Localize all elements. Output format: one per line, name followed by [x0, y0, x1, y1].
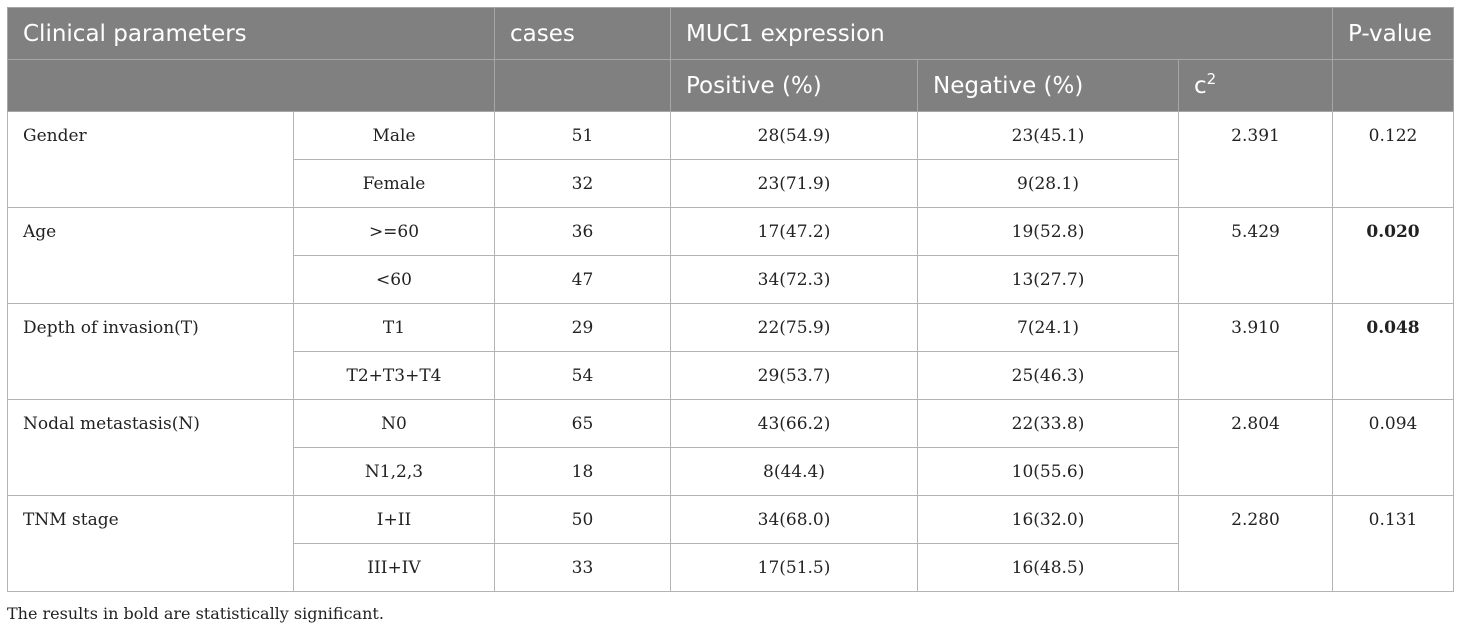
header-empty-cases — [494, 59, 671, 112]
header-clinical-parameters: Clinical parameters — [7, 7, 495, 60]
cell-positive: 8(44.4) — [670, 447, 918, 496]
cell-negative: 23(45.1) — [917, 111, 1179, 160]
table-row: <60 47 34(72.3) 13(27.7) — [8, 255, 1454, 304]
cell-cases: 18 — [494, 447, 671, 496]
cell-category: N1,2,3 — [293, 447, 495, 496]
cell-negative: 19(52.8) — [917, 207, 1179, 256]
cell-positive: 28(54.9) — [670, 111, 918, 160]
cell-negative: 25(46.3) — [917, 351, 1179, 400]
cell-cases: 50 — [494, 495, 671, 544]
cell-negative: 13(27.7) — [917, 255, 1179, 304]
cell-cases: 33 — [494, 543, 671, 592]
cell-negative: 16(32.0) — [917, 495, 1179, 544]
cell-negative: 22(33.8) — [917, 399, 1179, 448]
header-empty-params — [7, 59, 495, 112]
table-row: Age >=60 36 17(47.2) 19(52.8) 5.429 0.020 — [7, 207, 1455, 304]
cell-parameter: Depth of invasion(T) — [7, 303, 294, 400]
cell-chi-square: 2.391 — [1177, 111, 1334, 208]
table-row: N1,2,3 18 8(44.4) 10(55.6) — [8, 447, 1454, 496]
cell-parameter: Age — [7, 207, 294, 304]
cell-positive: 43(66.2) — [670, 399, 918, 448]
cell-chi-square: 5.429 — [1177, 207, 1334, 304]
cell-p-value: 0.020 — [1332, 207, 1455, 304]
table-header: Clinical parameters cases MUC1 expressio… — [7, 7, 1455, 112]
cell-positive: 34(68.0) — [670, 495, 918, 544]
cell-parameter: Nodal metastasis(N) — [7, 399, 294, 496]
cell-category: <60 — [293, 255, 495, 304]
cell-negative: 10(55.6) — [917, 447, 1179, 496]
table-row: T2+T3+T4 54 29(53.7) 25(46.3) — [8, 351, 1454, 400]
cell-positive: 22(75.9) — [670, 303, 918, 352]
table-row: Depth of invasion(T) T1 29 22(75.9) 7(24.1) 3… — [7, 303, 1455, 400]
cell-p-value: 0.122 — [1332, 111, 1455, 208]
cell-cases: 54 — [494, 351, 671, 400]
header-empty-p — [1332, 59, 1455, 112]
header-negative: Negative (%) — [917, 59, 1179, 112]
cell-cases: 29 — [494, 303, 671, 352]
cell-positive: 17(47.2) — [670, 207, 918, 256]
cell-cases: 36 — [494, 207, 671, 256]
cell-cases: 51 — [494, 111, 671, 160]
cell-cases: 47 — [494, 255, 671, 304]
header-cases: cases — [494, 7, 671, 60]
table-footnote: The results in bold are statistically si… — [7, 604, 384, 623]
cell-category: T2+T3+T4 — [293, 351, 495, 400]
cell-cases: 32 — [494, 159, 671, 208]
table-container: Clinical parameters cases MUC1 expressio… — [7, 7, 1455, 592]
header-positive: Positive (%) — [670, 59, 918, 112]
table-row: Female 32 23(71.9) 9(28.1) — [8, 159, 1454, 208]
header-chi-square: c2 — [1177, 59, 1334, 112]
table-row: III+IV 33 17(51.5) 16(48.5) — [8, 543, 1454, 592]
cell-category: I+II — [293, 495, 495, 544]
cell-p-value: 0.131 — [1332, 495, 1455, 592]
header-p-value: P-value — [1332, 7, 1455, 60]
cell-parameter: Gender — [7, 111, 294, 208]
cell-negative: 16(48.5) — [917, 543, 1179, 592]
cell-category: Male — [293, 111, 495, 160]
cell-category: >=60 — [293, 207, 495, 256]
cell-p-value: 0.094 — [1332, 399, 1455, 496]
cell-chi-square: 3.910 — [1177, 303, 1334, 400]
table-row: Nodal metastasis(N) N0 65 43(66.2) 22(33.8) 2… — [7, 399, 1455, 496]
table-row: Gender Male 51 28(54.9) 23(45.1) 2.391 0.122 — [7, 111, 1455, 208]
cell-positive: 29(53.7) — [670, 351, 918, 400]
chi-square-superscript: 2 — [1206, 69, 1217, 88]
cell-positive: 23(71.9) — [670, 159, 918, 208]
cell-negative: 9(28.1) — [917, 159, 1179, 208]
header-muc1-expression: MUC1 expression — [669, 7, 1334, 60]
cell-negative: 7(24.1) — [917, 303, 1179, 352]
cell-parameter: TNM stage — [7, 495, 294, 592]
muc1-clinical-table: Clinical parameters cases MUC1 expressio… — [7, 7, 1455, 592]
cell-cases: 65 — [494, 399, 671, 448]
cell-category: Female — [293, 159, 495, 208]
cell-positive: 34(72.3) — [670, 255, 918, 304]
chi-square-symbol: c — [1194, 72, 1207, 99]
cell-p-value: 0.048 — [1332, 303, 1455, 400]
table-body: Gender Male 51 28(54.9) 23(45.1) 2.391 0.122 Fe… — [7, 111, 1455, 592]
cell-category: III+IV — [293, 543, 495, 592]
table-row: TNM stage I+II 50 34(68.0) 16(32.0) 2.280 0.13… — [7, 495, 1455, 592]
cell-positive: 17(51.5) — [670, 543, 918, 592]
cell-chi-square: 2.280 — [1177, 495, 1334, 592]
cell-category: N0 — [293, 399, 495, 448]
cell-category: T1 — [293, 303, 495, 352]
cell-chi-square: 2.804 — [1177, 399, 1334, 496]
